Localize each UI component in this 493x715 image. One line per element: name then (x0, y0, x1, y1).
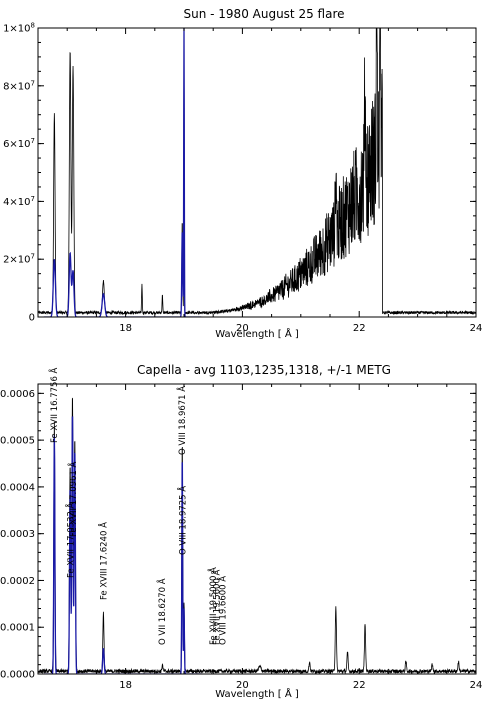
y-tick-label: 0.0003 (0, 529, 35, 540)
y-tick-label: 8×107 (3, 79, 35, 92)
line-annotation: O VII 18.6270 Å (156, 578, 168, 645)
axis-ticks: 18 20 22 24 0.0000 0.0001 0.0002 0.0003 0.0004 0.… (0, 384, 482, 691)
y-tick-label: 4×107 (3, 195, 35, 208)
x-tick-label: 22 (353, 323, 366, 334)
capella-spectrum-panel: Capella - avg 1103,1235,1318, +/-1 METG … (0, 363, 482, 700)
x-tick-label: 22 (353, 680, 366, 691)
y-tick-label: 0.0000 (0, 670, 35, 681)
plot-frame (37, 383, 477, 675)
y-tick-label: 0 (29, 313, 35, 324)
y-tick-label: 0.0001 (0, 623, 35, 634)
line-annotation: O VIII 18.9671 Å (176, 386, 188, 455)
line-annotation: Fe XVII 17.0961 Å (67, 461, 79, 537)
sun-flare-spectrum-panel: Sun - 1980 August 25 flare 18 20 22 24 0 2×10… (3, 7, 482, 340)
spectrum-series-1 (43, 28, 202, 317)
line-annotation: O VIII 19.6600 Å (217, 576, 229, 645)
x-tick-label: 18 (119, 323, 132, 334)
spectrum-series-0 (38, 397, 476, 674)
y-tick-label: 0.0002 (0, 576, 35, 587)
y-tick-label: 6×107 (3, 137, 35, 150)
line-annotation: Fe XVIII 17.6240 Å (98, 522, 110, 600)
plot-area (38, 397, 476, 674)
x-tick-label: 18 (119, 680, 132, 691)
x-axis-label: Wavelength [ Å ] (215, 327, 299, 340)
y-tick-label: 0.0006 (0, 389, 35, 400)
line-annotation: Fe XVII 16.7756 Å (48, 367, 60, 443)
plot-area (38, 28, 476, 317)
spectrum-series-0 (38, 28, 476, 316)
spectrum-series-1 (43, 416, 202, 674)
x-axis-label: Wavelength [ Å ] (215, 687, 299, 700)
y-tick-label: 0.0004 (0, 482, 35, 493)
chart-title: Sun - 1980 August 25 flare (184, 7, 345, 21)
x-tick-label: 24 (470, 680, 483, 691)
line-annotation: Fe XVII 17.0532 Å (64, 502, 76, 578)
y-tick-label: 2×107 (3, 253, 35, 266)
line-annotations: Fe XVII 16.7756 ÅFe XVII 17.0961 ÅFe XVI… (48, 367, 228, 645)
x-tick-label: 20 (236, 680, 249, 691)
x-tick-label: 24 (470, 323, 483, 334)
line-annotation: O VIII 18.9725 Å (176, 486, 188, 555)
y-tick-label: 0.0005 (0, 436, 35, 447)
x-tick-label: 20 (236, 323, 249, 334)
line-annotation: Fe XVIII 19.5000 Å (207, 567, 219, 645)
line-annotation: Fe XVII 19.5600 Å (211, 569, 223, 645)
y-tick-label: 1×108 (3, 22, 35, 35)
plot-frame (37, 27, 477, 318)
axis-ticks: 18 20 22 24 0 2×107 4×107 6×107 8×107 1×108 (3, 22, 482, 335)
chart-title: Capella - avg 1103,1235,1318, +/-1 METG (137, 363, 391, 377)
